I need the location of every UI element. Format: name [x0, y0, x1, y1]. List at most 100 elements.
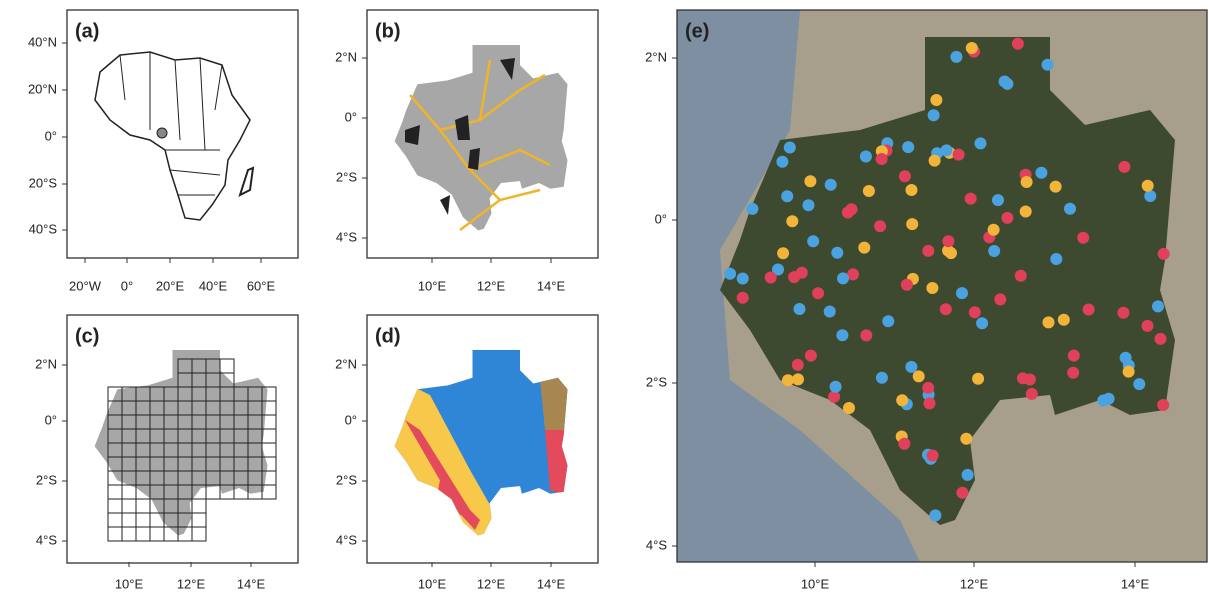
sample-site — [1026, 388, 1038, 400]
panel-label: (b) — [375, 20, 401, 42]
sample-site — [860, 151, 872, 163]
x-tick-label: 12°E — [477, 278, 506, 293]
sample-site — [960, 433, 972, 445]
y-tick-label: 4°S — [36, 532, 57, 547]
grid-cell — [122, 499, 136, 513]
x-tick-label: 20°E — [156, 278, 185, 293]
sample-site — [831, 247, 843, 259]
sample-site — [1158, 248, 1170, 260]
sample-site — [803, 199, 815, 211]
grid-cell — [192, 499, 206, 513]
sample-site — [1155, 333, 1167, 345]
sample-site — [782, 374, 794, 386]
panel-label: (d) — [375, 325, 401, 347]
sample-site — [1001, 212, 1013, 224]
figure: (a)20°W0°20°E40°E60°E40°N20°N0°20°S40°S(… — [0, 0, 1209, 598]
sample-site — [1077, 232, 1089, 244]
x-tick-label: 12°E — [477, 576, 506, 591]
sample-site — [1157, 399, 1169, 411]
x-tick-label: 0° — [121, 278, 133, 293]
panel-label: (c) — [75, 325, 99, 347]
panel-d — [367, 315, 598, 563]
panel-label: (e) — [685, 20, 709, 42]
sample-site — [807, 235, 819, 247]
x-tick-label: 12°E — [177, 576, 206, 591]
sample-site — [1083, 304, 1095, 316]
sample-site — [1058, 314, 1070, 326]
sample-site — [898, 438, 910, 450]
sample-site — [922, 382, 934, 394]
x-tick-label: 14°E — [537, 278, 566, 293]
sample-site — [1067, 367, 1079, 379]
sample-site — [988, 224, 1000, 236]
grid-cell — [108, 485, 122, 499]
panel-c — [67, 315, 298, 563]
sample-site — [905, 361, 917, 373]
sample-site — [777, 247, 789, 259]
y-tick-label: 2°N — [645, 49, 667, 64]
sample-site — [786, 215, 798, 227]
sample-site — [940, 303, 952, 315]
sample-site — [913, 370, 925, 382]
sample-site — [882, 315, 894, 327]
x-tick-label: 14°E — [537, 576, 566, 591]
sample-site — [906, 184, 918, 196]
sample-site — [956, 487, 968, 499]
sample-site — [1035, 167, 1047, 179]
sample-site — [804, 175, 816, 187]
sample-site — [812, 287, 824, 299]
sample-site — [863, 185, 875, 197]
sample-site — [1043, 316, 1055, 328]
grid-cell — [136, 499, 150, 513]
sample-site — [794, 303, 806, 315]
sample-site — [1001, 78, 1013, 90]
sample-site — [860, 329, 872, 341]
sample-site — [927, 450, 939, 462]
sample-site — [1133, 378, 1145, 390]
sample-site — [953, 149, 965, 161]
sample-site — [836, 329, 848, 341]
y-tick-label: 0° — [45, 128, 57, 143]
sample-site — [906, 218, 918, 230]
sample-site — [1123, 366, 1135, 378]
sample-site — [1117, 307, 1129, 319]
sample-site — [1068, 350, 1080, 362]
sample-site — [956, 287, 968, 299]
sample-site — [994, 293, 1006, 305]
sample-site — [1012, 38, 1024, 50]
sample-site — [1118, 161, 1130, 173]
sample-site — [929, 155, 941, 167]
sample-site — [1042, 59, 1054, 71]
sample-site — [945, 247, 957, 259]
y-tick-label: 0° — [45, 412, 57, 427]
y-tick-label: 20°N — [28, 81, 57, 96]
x-tick-label: 10°E — [801, 576, 830, 591]
x-tick-label: 10°E — [418, 576, 447, 591]
x-tick-label: 40°E — [199, 278, 228, 293]
sample-site — [784, 142, 796, 154]
sample-site — [976, 317, 988, 329]
sample-site — [1020, 206, 1032, 218]
sample-site — [924, 397, 936, 409]
sample-site — [1050, 181, 1062, 193]
y-tick-label: 2°N — [335, 356, 357, 371]
sample-site — [926, 282, 938, 294]
y-tick-label: 0° — [655, 211, 667, 226]
sample-site — [792, 359, 804, 371]
y-tick-label: 2°S — [336, 472, 357, 487]
grid-cell — [136, 527, 150, 541]
sample-site — [928, 109, 940, 121]
x-tick-label: 14°E — [237, 576, 266, 591]
sample-site — [941, 144, 953, 156]
grid-cell — [192, 513, 206, 527]
sample-site — [969, 306, 981, 318]
panel-b — [367, 10, 598, 258]
sample-site — [724, 268, 736, 280]
panel-e — [677, 10, 1207, 562]
sample-site — [972, 373, 984, 385]
x-tick-label: 20°W — [69, 278, 102, 293]
sample-site — [929, 509, 941, 521]
sample-site — [781, 190, 793, 202]
x-tick-label: 12°E — [960, 576, 989, 591]
sample-site — [843, 402, 855, 414]
